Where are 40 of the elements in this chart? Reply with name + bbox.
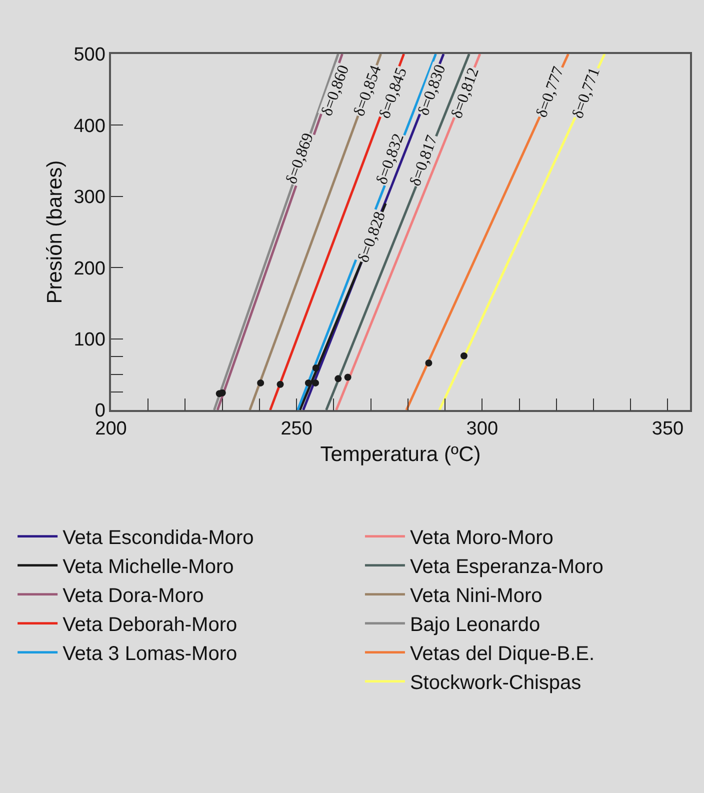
legend-label: Veta Esperanza-Moro [410, 556, 604, 578]
y-tick-label: 200 [74, 258, 106, 280]
y-tick-label: 500 [74, 44, 106, 66]
annotation: δ=0,812 [448, 65, 482, 121]
legend-label: Veta 3 Lomas-Moro [62, 643, 238, 666]
x-tick-label: 300 [466, 418, 498, 440]
legend-label: Veta Michelle-Moro [62, 556, 234, 578]
annotation: δ=0,860 [318, 63, 353, 118]
point [304, 379, 312, 386]
y-tick-label: 300 [74, 187, 106, 208]
legend-label: Veta Dora-Moro [62, 585, 204, 608]
legend-label: Bajo Leonardo [410, 614, 540, 636]
annotation: δ=0,817 [407, 133, 442, 188]
point [312, 379, 320, 386]
y-tick-label: 400 [74, 116, 106, 137]
annotation: δ=0,828 [355, 210, 390, 265]
x-tick-label: 250 [280, 418, 312, 440]
y-axis-title: Presión (bares) [43, 160, 66, 304]
annotation: δ=0,832 [374, 132, 408, 187]
legend-label: Vetas del Dique-B.E. [410, 643, 595, 666]
legend-label: Veta Nini-Moro [410, 585, 542, 608]
point [312, 364, 320, 372]
annotation: δ=0,771 [569, 65, 604, 121]
point [344, 374, 352, 381]
legend-label: Veta Escondida-Moro [62, 527, 254, 550]
annotation: δ=0,869 [283, 131, 318, 186]
point [218, 389, 226, 396]
x-tick-label: 350 [652, 418, 684, 440]
point [460, 352, 468, 360]
legend-label: Veta Deborah-Moro [62, 614, 238, 636]
annotation: δ=0,830 [415, 62, 450, 118]
point [334, 375, 342, 382]
point [257, 379, 264, 386]
legend-label: Stockwork-Chispas [410, 672, 582, 694]
annotation: δ=0,777 [533, 64, 568, 120]
legend-label: Veta Moro-Moro [410, 527, 554, 550]
y-tick-label: 100 [74, 329, 106, 350]
point [425, 360, 432, 367]
point [276, 380, 284, 388]
x-axis-title: Temperatura (ºC) [320, 443, 481, 466]
